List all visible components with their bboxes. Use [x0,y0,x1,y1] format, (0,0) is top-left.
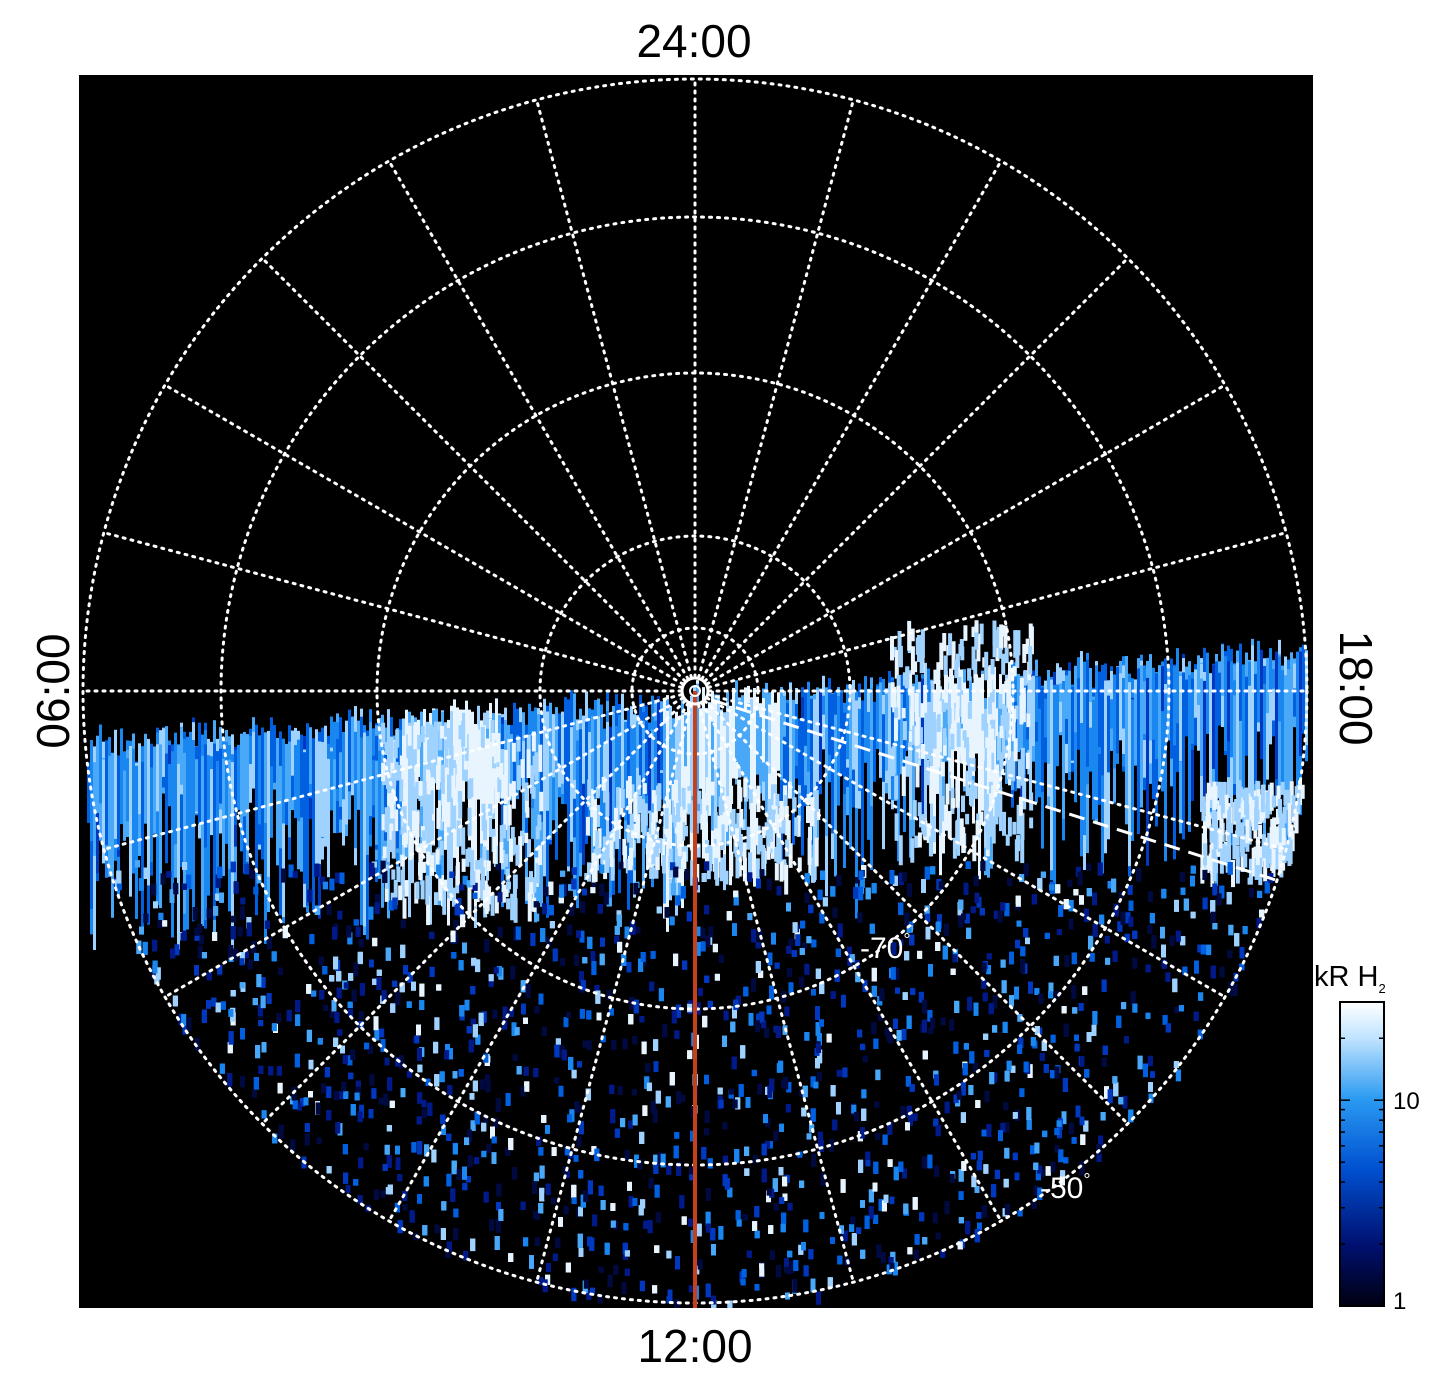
colorbar-title: kR H2 [1314,961,1386,996]
pole-marker [680,676,710,706]
local-time-spoke [387,701,690,1224]
label-24-00: 24:00 [636,15,751,67]
local-time-spoke [260,699,687,1126]
colorbar-tick-1: 1 [1393,1288,1406,1315]
local-time-spoke [534,703,693,1285]
colorbar: kR H2 10 1 [1314,961,1420,1315]
local-time-spoke [534,97,693,679]
pole-marker-center [689,685,701,697]
label-18-00: 18:00 [1330,630,1382,745]
local-time-spoke [387,158,690,681]
local-time-spoke [162,383,685,686]
local-time-spoke [707,693,1289,852]
local-time-spoke [697,703,856,1285]
local-time-spoke [703,699,1130,1126]
local-time-spoke [162,696,685,999]
local-time-spoke [260,256,687,683]
colorbar-gradient [1339,1001,1385,1307]
local-time-spoke [101,693,683,852]
local-time-spoke [101,530,683,689]
local-time-spoke [697,97,856,679]
local-time-spoke [700,701,1003,1224]
label-06-00: 06:00 [27,633,79,748]
local-time-spoke [705,383,1228,686]
label-12-00: 12:00 [637,1320,752,1372]
local-time-spoke [703,256,1130,683]
local-time-spoke [700,158,1003,681]
local-time-spoke [707,530,1289,689]
lat-label-70: -70° [860,930,911,965]
lat-label-50: -50° [1040,1170,1091,1205]
local-time-spoke [705,696,1228,999]
auroral-emission-map [87,620,1308,1308]
colorbar-tick-10: 10 [1393,1088,1420,1115]
